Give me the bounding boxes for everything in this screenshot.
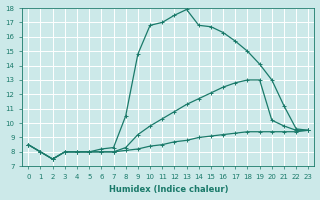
X-axis label: Humidex (Indice chaleur): Humidex (Indice chaleur) <box>108 185 228 194</box>
